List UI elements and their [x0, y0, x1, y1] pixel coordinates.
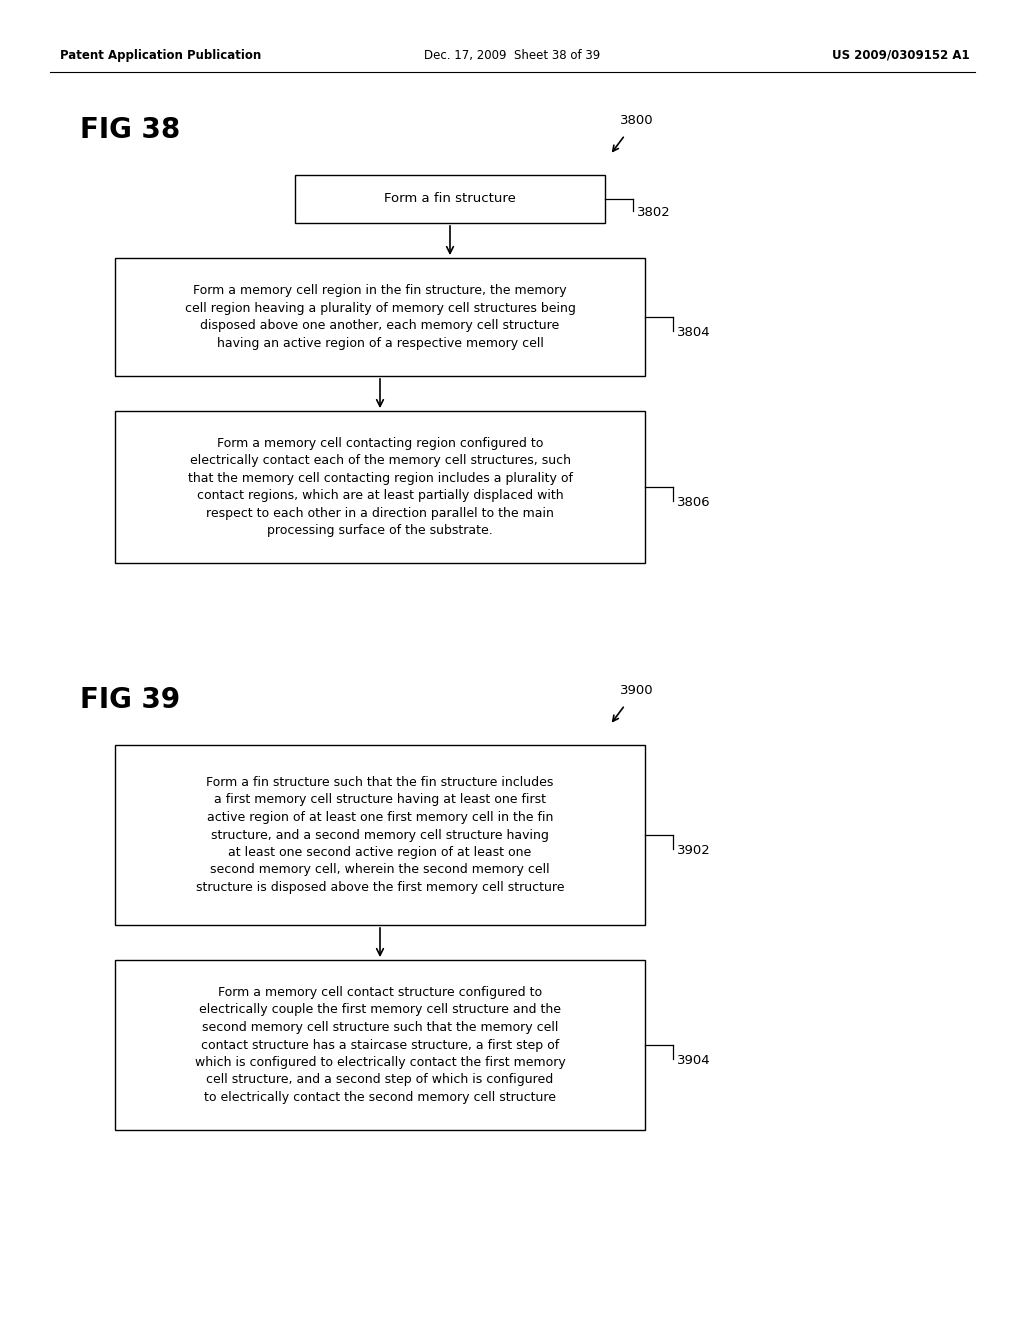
Text: 3902: 3902	[677, 845, 711, 858]
Text: Form a memory cell region in the fin structure, the memory
cell region heaving a: Form a memory cell region in the fin str…	[184, 284, 575, 350]
Bar	[115, 411, 645, 564]
Bar	[295, 176, 605, 223]
Bar	[115, 744, 645, 925]
Text: 3802: 3802	[637, 206, 671, 219]
Text: Form a fin structure: Form a fin structure	[384, 193, 516, 206]
Text: 3900: 3900	[620, 684, 653, 697]
Text: Form a memory cell contact structure configured to
electrically couple the first: Form a memory cell contact structure con…	[195, 986, 565, 1104]
Text: Form a memory cell contacting region configured to
electrically contact each of : Form a memory cell contacting region con…	[187, 437, 572, 537]
Text: Form a fin structure such that the fin structure includes
a first memory cell st: Form a fin structure such that the fin s…	[196, 776, 564, 894]
Bar	[115, 257, 645, 376]
Text: Dec. 17, 2009  Sheet 38 of 39: Dec. 17, 2009 Sheet 38 of 39	[424, 49, 600, 62]
Text: US 2009/0309152 A1: US 2009/0309152 A1	[833, 49, 970, 62]
Text: FIG 38: FIG 38	[80, 116, 180, 144]
Text: Patent Application Publication: Patent Application Publication	[60, 49, 261, 62]
Text: 3800: 3800	[620, 114, 653, 127]
Bar	[115, 960, 645, 1130]
Text: 3804: 3804	[677, 326, 711, 339]
Text: 3904: 3904	[677, 1055, 711, 1068]
Text: FIG 39: FIG 39	[80, 686, 180, 714]
Text: 3806: 3806	[677, 496, 711, 510]
